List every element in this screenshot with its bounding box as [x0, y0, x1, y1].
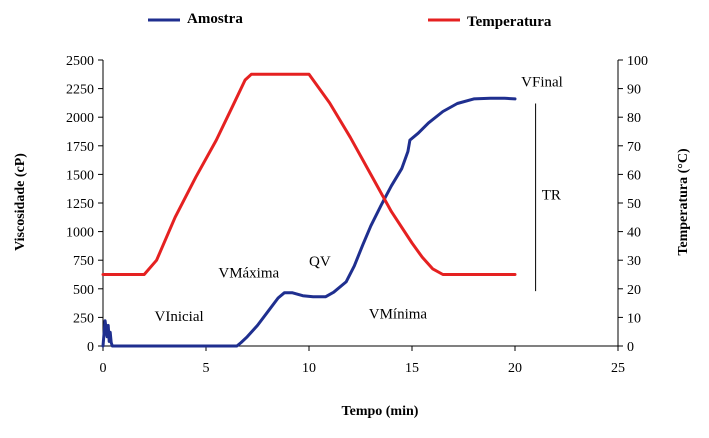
series-line-temperatura: [101, 72, 517, 276]
x-tick-label: 15: [405, 361, 419, 376]
y-tick-label: 1500: [66, 168, 94, 183]
y2-tick-label: 40: [627, 226, 641, 241]
legend: Amostra Temperatura: [148, 11, 552, 30]
y-tick-label: 1750: [66, 140, 94, 155]
y2-tick-label: 20: [627, 283, 641, 298]
y2-tick-label: 70: [627, 140, 641, 155]
series-line-amostra: [101, 96, 517, 348]
y2-tick-label: 10: [627, 311, 641, 326]
legend-label-amostra: Amostra: [187, 11, 243, 27]
x-axis-title: Tempo (min): [342, 404, 419, 419]
y-tick-label: 1250: [66, 197, 94, 212]
annotations: VInicial VMáxima QV VMínima VFinal TR: [155, 74, 563, 325]
tick-labels: 0250500750100012501500175020002250250001…: [66, 54, 648, 376]
y-tick-label: 0: [87, 340, 94, 355]
annotation-tr: TR: [542, 188, 561, 204]
y2-tick-label: 90: [627, 83, 641, 98]
annotation-qv: QV: [309, 254, 331, 270]
x-tick-label: 25: [611, 361, 625, 376]
y2-axis-title: Temperatura (°C): [676, 148, 691, 256]
y2-tick-label: 80: [627, 111, 641, 126]
y-tick-label: 1000: [66, 226, 94, 241]
y-tick-label: 2250: [66, 83, 94, 98]
y-tick-label: 750: [73, 254, 94, 269]
annotation-vmínima: VMínima: [369, 307, 428, 323]
y-tick-label: 2500: [66, 54, 94, 69]
y2-tick-label: 50: [627, 197, 641, 212]
y-tick-label: 2000: [66, 111, 94, 126]
x-tick-label: 10: [302, 361, 316, 376]
x-tick-label: 5: [203, 361, 210, 376]
annotation-vmáxima: VMáxima: [218, 265, 279, 281]
x-tick-label: 0: [100, 361, 107, 376]
y2-tick-label: 100: [627, 54, 648, 69]
y-tick-label: 500: [73, 283, 94, 298]
x-tick-label: 20: [508, 361, 522, 376]
y-tick-label: 250: [73, 311, 94, 326]
legend-label-temperatura: Temperatura: [467, 14, 552, 30]
y2-tick-label: 0: [627, 340, 634, 355]
axes: [98, 59, 623, 351]
y2-tick-label: 30: [627, 254, 641, 269]
y-axis-title: Viscosidade (cP): [13, 153, 28, 251]
y2-tick-label: 60: [627, 168, 641, 183]
plot-area: [101, 72, 537, 348]
annotation-vinicial: VInicial: [155, 309, 204, 325]
annotation-vfinal: VFinal: [521, 74, 563, 90]
